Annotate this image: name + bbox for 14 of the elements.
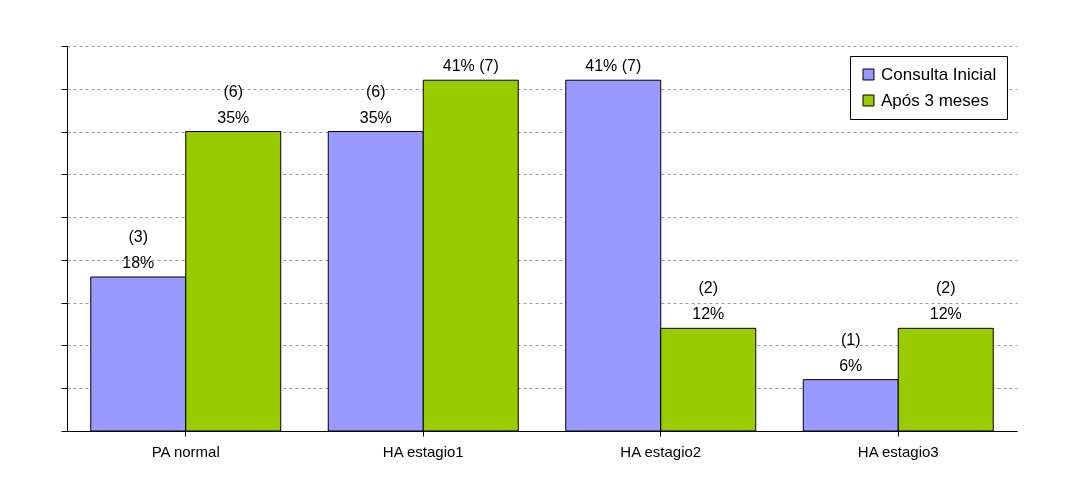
data-label: (6) 35% <box>217 82 250 126</box>
x-tick-label: PA normal <box>151 442 220 460</box>
legend-label: Após 3 meses <box>881 90 989 110</box>
data-label: (6) 35% <box>359 82 392 126</box>
legend-label: Consulta Inicial <box>881 64 997 84</box>
data-label: (3) 18% <box>122 228 155 271</box>
data-label: 41% (7) <box>442 57 499 75</box>
data-label: (1) 6% <box>839 330 863 374</box>
x-tick-label: HA estagio3 <box>857 442 939 460</box>
x-tick-label: HA estagio2 <box>620 442 702 460</box>
data-label: (2) 12% <box>692 279 725 323</box>
data-label: (2) 12% <box>929 279 962 323</box>
data-label: 41% (7) <box>585 57 642 75</box>
x-tick-label: HA estagio1 <box>382 442 464 460</box>
